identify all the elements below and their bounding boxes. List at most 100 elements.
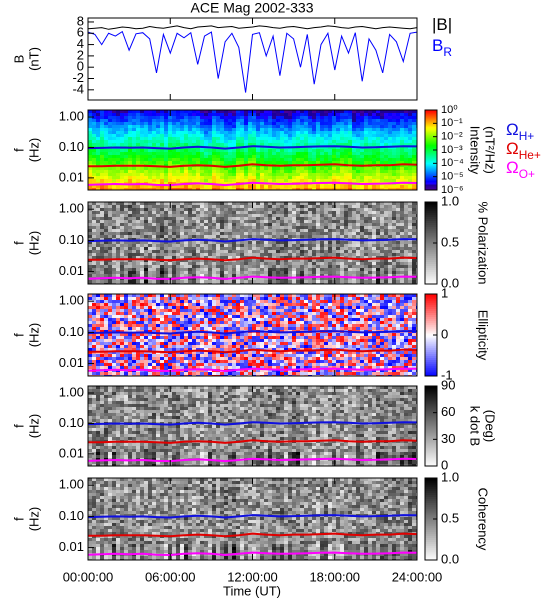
spectrogram-cell	[288, 244, 292, 247]
spectrogram-cell	[168, 238, 172, 241]
spectrogram-cell	[192, 137, 196, 140]
spectrogram-cell	[256, 158, 260, 161]
spectrogram-cell	[296, 244, 300, 247]
spectrogram-cell	[276, 280, 280, 283]
spectrogram-cell	[120, 324, 124, 327]
spectrogram-cell	[340, 113, 344, 116]
spectrogram-cell	[136, 241, 140, 244]
spectrogram-cell	[268, 161, 272, 164]
spectrogram-cell	[108, 134, 112, 137]
spectrogram-cell	[212, 143, 216, 146]
spectrogram-cell	[172, 167, 176, 170]
spectrogram-cell	[380, 113, 384, 116]
spectrogram-cell	[172, 164, 176, 167]
spectrogram-cell	[96, 116, 100, 119]
spectrogram-cell	[264, 176, 268, 179]
spectrogram-cell	[316, 268, 320, 271]
spectrogram-cell	[212, 185, 216, 188]
spectrogram-cell	[308, 256, 312, 259]
spectrogram-cell	[224, 211, 228, 214]
spectrogram-cell	[312, 143, 316, 146]
spectrogram-cell	[232, 176, 236, 179]
spectrogram-cell	[96, 119, 100, 122]
spectrogram-cell	[120, 274, 124, 277]
spectrogram-cell	[152, 214, 156, 217]
spectrogram-cell	[340, 173, 344, 176]
spectrogram-cell	[88, 357, 92, 360]
spectrogram-cell	[192, 140, 196, 143]
colorbar-tick-label: 10⁻²	[441, 131, 463, 143]
spectrogram-cell	[88, 122, 92, 125]
spectrogram-cell	[396, 158, 400, 161]
spectrogram-cell	[268, 211, 272, 214]
spectrogram-cell	[256, 176, 260, 179]
spectrogram-cell	[256, 173, 260, 176]
spectrogram-cell	[96, 170, 100, 173]
spectrogram-cell	[200, 259, 204, 262]
spectrogram-cell	[152, 271, 156, 274]
spectrogram-cell	[212, 110, 216, 113]
spectrogram-cell	[344, 116, 348, 119]
spectrogram-cell	[88, 262, 92, 265]
spectrogram-cell	[200, 262, 204, 265]
spectrogram-cell	[160, 256, 164, 259]
spectrogram-cell	[200, 223, 204, 226]
spectrogram-cell	[176, 137, 180, 140]
spectrogram-cell	[396, 211, 400, 214]
spectrogram-cell	[388, 220, 392, 223]
spectrogram-cell	[328, 128, 332, 131]
spectrogram-cell	[360, 280, 364, 283]
spectrogram-cell	[232, 229, 236, 232]
spectrogram-cell	[324, 140, 328, 143]
spectrogram-cell	[92, 140, 96, 143]
spectrogram-cell	[116, 226, 120, 229]
spectrogram-cell	[244, 253, 248, 256]
spectrogram-cell	[212, 113, 216, 116]
spectrogram-cell	[284, 149, 288, 152]
spectrogram-cell	[272, 265, 276, 268]
spectrogram-cell	[88, 348, 92, 351]
spectrogram-cell	[288, 113, 292, 116]
spectrogram-cell	[332, 250, 336, 253]
spectrogram-cell	[100, 306, 104, 309]
spectrogram-cell	[376, 113, 380, 116]
spectrogram-cell	[108, 122, 112, 125]
spectrogram-cell	[88, 241, 92, 244]
spectrogram-cell	[240, 256, 244, 259]
spectrogram-cell	[196, 134, 200, 137]
spectrogram-cell	[120, 176, 124, 179]
colorbar-step	[425, 275, 437, 279]
spectrogram-cell	[196, 277, 200, 280]
spectrogram-cell	[408, 211, 412, 214]
spectrogram-cell	[284, 253, 288, 256]
spectrogram-cell	[308, 205, 312, 208]
spectrogram-cell	[236, 241, 240, 244]
spectrogram-cell	[204, 155, 208, 158]
spectrogram-cell	[128, 211, 132, 214]
colorbar-step	[425, 170, 437, 173]
spectrogram-cell	[264, 158, 268, 161]
spectrogram-cell	[108, 167, 112, 170]
spectrogram-cell	[156, 253, 160, 256]
spectrogram-cell	[380, 125, 384, 128]
spectrogram-cell	[212, 244, 216, 247]
spectrogram-cell	[104, 134, 108, 137]
spectrogram-cell	[280, 241, 284, 244]
spectrogram-cell	[356, 137, 360, 140]
spectrogram-cell	[244, 211, 248, 214]
spectrogram-cell	[256, 214, 260, 217]
spectrogram-cell	[300, 202, 304, 205]
spectrogram-cell	[200, 125, 204, 128]
spectrogram-cell	[280, 167, 284, 170]
colorbar-step	[425, 224, 437, 228]
spectrogram-cell	[116, 158, 120, 161]
spectrogram-cell	[384, 149, 388, 152]
spectrogram-cell	[112, 131, 116, 134]
spectrogram-cell	[216, 170, 220, 173]
spectrogram-cell	[212, 259, 216, 262]
spectrogram-cell	[288, 223, 292, 226]
spectrogram-cell	[224, 119, 228, 122]
spectrogram-cell	[168, 125, 172, 128]
spectrogram-cell	[328, 125, 332, 128]
spectrogram-cell	[348, 173, 352, 176]
